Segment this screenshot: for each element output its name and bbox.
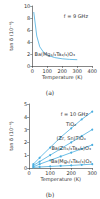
svg-text:Temperature (K): Temperature (K) bbox=[41, 74, 82, 81]
svg-text:0: 0 bbox=[27, 63, 31, 69]
svg-text:300: 300 bbox=[72, 68, 82, 74]
svg-text:2: 2 bbox=[27, 51, 30, 57]
svg-text:tan δ (10⁻⁴): tan δ (10⁻⁴) bbox=[8, 21, 14, 50]
svg-text:TiO₂: TiO₂ bbox=[65, 121, 76, 127]
svg-text:0: 0 bbox=[27, 170, 30, 176]
svg-text:100: 100 bbox=[45, 170, 55, 176]
svg-text:(a): (a) bbox=[46, 89, 54, 96]
svg-text:6: 6 bbox=[27, 27, 30, 33]
svg-text:300: 300 bbox=[87, 170, 97, 176]
svg-text:400: 400 bbox=[87, 68, 97, 74]
svg-text:4: 4 bbox=[24, 114, 27, 120]
svg-text:tan δ (10⁻⁴): tan δ (10⁻⁴) bbox=[8, 121, 14, 150]
svg-text:200: 200 bbox=[66, 170, 76, 176]
svg-text:Ba(Zn₁/₃Ta₂/₃)O₃: Ba(Zn₁/₃Ta₂/₃)O₃ bbox=[51, 145, 91, 151]
svg-text:f = 10 GHz: f = 10 GHz bbox=[61, 111, 89, 117]
svg-text:8: 8 bbox=[27, 15, 30, 21]
svg-text:5: 5 bbox=[24, 101, 27, 107]
svg-text:0: 0 bbox=[31, 68, 34, 74]
svg-text:Temperature (K): Temperature (K) bbox=[39, 176, 80, 183]
svg-text:4: 4 bbox=[27, 39, 30, 45]
svg-text:2: 2 bbox=[24, 139, 27, 145]
svg-text:f = 9 GHz: f = 9 GHz bbox=[64, 13, 89, 19]
svg-text:10: 10 bbox=[24, 3, 30, 9]
svg-text:100: 100 bbox=[42, 68, 52, 74]
svg-text:3: 3 bbox=[24, 127, 27, 133]
svg-text:Ba(Mg₁/₃Ta₂/₃)O₃: Ba(Mg₁/₃Ta₂/₃)O₃ bbox=[51, 158, 92, 165]
svg-text:(Zr, Sn)TiO₄: (Zr, Sn)TiO₄ bbox=[57, 135, 86, 141]
svg-text:200: 200 bbox=[57, 68, 67, 74]
svg-text:Ba(Mg₁/₃Ta₂/₃)O₃: Ba(Mg₁/₃Ta₂/₃)O₃ bbox=[34, 51, 75, 58]
svg-text:(b): (b) bbox=[46, 191, 55, 198]
svg-text:0: 0 bbox=[23, 165, 28, 171]
svg-text:1: 1 bbox=[24, 152, 27, 158]
